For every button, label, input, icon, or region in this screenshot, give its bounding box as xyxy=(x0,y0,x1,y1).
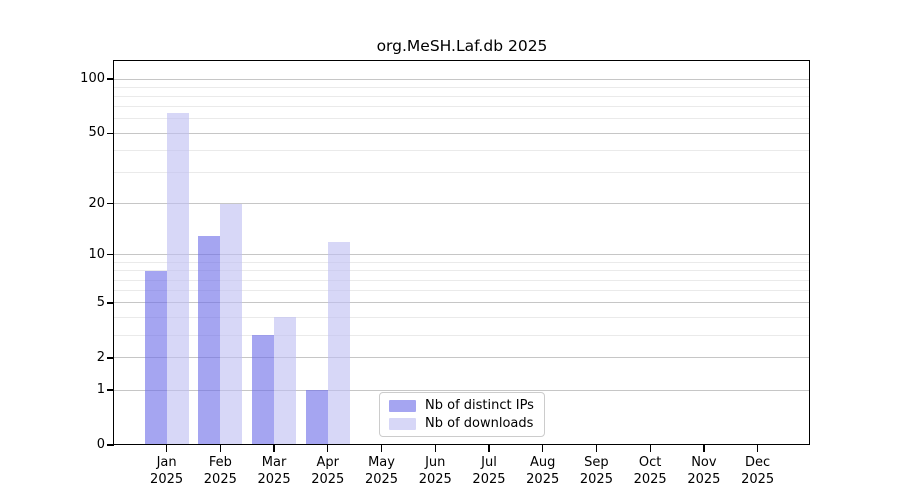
y-tick-mark xyxy=(107,132,114,134)
bar-downloads-feb xyxy=(220,203,243,445)
bar-distinct-ips-jan xyxy=(144,270,167,445)
x-tick-mark xyxy=(219,445,221,452)
major-gridline xyxy=(114,132,810,134)
x-tick-mark xyxy=(756,445,759,452)
x-tick-label: Oct 2025 xyxy=(633,455,667,487)
minor-gridline xyxy=(114,270,810,272)
x-tick-label: Nov 2025 xyxy=(687,455,721,487)
y-tick-label: 10 xyxy=(88,246,105,262)
y-tick-mark xyxy=(107,254,114,256)
legend: Nb of distinct IPs Nb of downloads xyxy=(379,392,545,437)
x-tick-label: Aug 2025 xyxy=(526,455,560,487)
bar-distinct-ips-apr xyxy=(305,390,328,445)
plot-area xyxy=(114,61,810,445)
x-tick-label: Jul 2025 xyxy=(472,455,506,487)
x-tick-label: May 2025 xyxy=(364,455,399,487)
x-tick-label: Jun 2025 xyxy=(418,455,452,487)
legend-label-downloads: Nb of downloads xyxy=(425,416,534,431)
y-tick-label: 20 xyxy=(88,195,105,211)
y-tick-label: 100 xyxy=(80,71,105,86)
y-tick-mark xyxy=(107,78,114,80)
x-tick-label: Feb 2025 xyxy=(203,455,237,487)
chart-title: org.MeSH.Laf.db 2025 xyxy=(376,37,548,55)
minor-gridline xyxy=(114,150,810,151)
bar-downloads-mar xyxy=(274,317,297,445)
minor-gridline xyxy=(114,279,810,281)
x-tick-mark xyxy=(327,445,329,452)
minor-gridline xyxy=(114,118,810,120)
major-gridline xyxy=(114,254,810,256)
minor-gridline xyxy=(114,261,810,263)
bar-distinct-ips-mar xyxy=(252,335,275,445)
minor-gridline xyxy=(114,96,810,97)
bar-downloads-jan xyxy=(166,112,189,445)
legend-item-downloads: Nb of downloads xyxy=(389,416,534,431)
major-gridline xyxy=(114,302,810,304)
y-tick-mark xyxy=(107,357,114,359)
y-tick-mark xyxy=(107,444,114,446)
x-tick-label: Mar 2025 xyxy=(257,455,291,487)
legend-label-distinct-ips: Nb of distinct IPs xyxy=(425,398,534,413)
x-tick-label: Jan 2025 xyxy=(150,455,184,487)
y-tick-mark xyxy=(107,302,114,304)
y-tick-label: 2 xyxy=(96,349,105,365)
x-tick-mark xyxy=(273,445,275,452)
y-tick-label: 1 xyxy=(96,382,105,398)
minor-gridline xyxy=(114,316,810,318)
legend-item-distinct-ips: Nb of distinct IPs xyxy=(389,398,534,413)
y-tick-label: 5 xyxy=(96,294,105,310)
minor-gridline xyxy=(114,86,810,88)
x-tick-mark xyxy=(380,445,383,452)
x-tick-mark xyxy=(649,445,651,452)
x-tick-mark xyxy=(542,445,544,452)
major-gridline xyxy=(114,357,810,359)
bar-distinct-ips-feb xyxy=(198,235,221,445)
minor-gridline xyxy=(114,334,810,336)
x-tick-mark xyxy=(703,445,705,452)
minor-gridline xyxy=(114,290,810,292)
major-gridline xyxy=(114,78,810,80)
y-tick-mark xyxy=(107,389,114,391)
y-tick-label: 50 xyxy=(88,125,105,141)
x-tick-label: Apr 2025 xyxy=(311,455,345,487)
legend-swatch-distinct-ips xyxy=(389,399,416,412)
y-tick-label: 0 xyxy=(96,437,105,452)
major-gridline xyxy=(114,389,810,391)
legend-swatch-downloads xyxy=(389,417,416,430)
x-tick-mark xyxy=(165,445,168,452)
x-tick-mark xyxy=(488,445,490,452)
major-gridline xyxy=(114,203,810,205)
x-tick-mark xyxy=(595,445,598,452)
minor-gridline xyxy=(114,106,810,108)
x-tick-label: Sep 2025 xyxy=(579,455,613,487)
x-tick-mark xyxy=(434,445,436,452)
bar-downloads-apr xyxy=(327,241,350,445)
minor-gridline xyxy=(114,172,810,174)
y-tick-mark xyxy=(107,202,114,205)
x-tick-label: Dec 2025 xyxy=(741,455,775,487)
